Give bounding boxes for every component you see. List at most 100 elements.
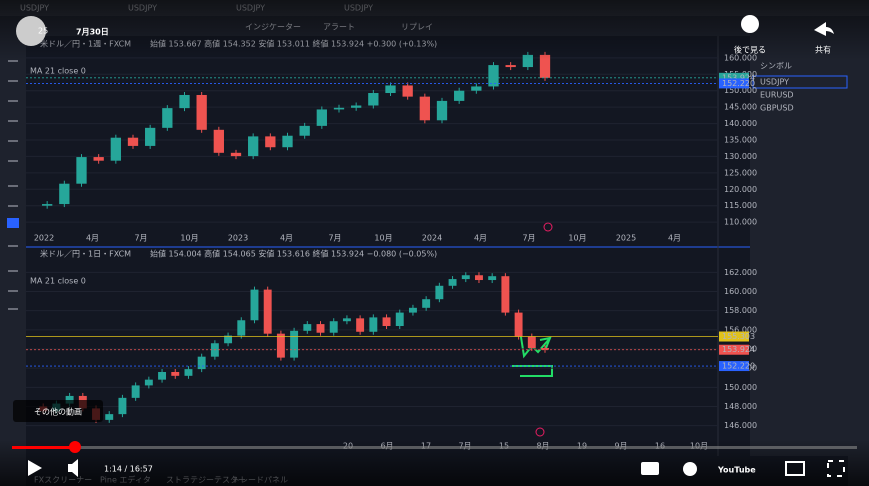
y-tick-label: 148.000	[724, 402, 757, 411]
cast-button[interactable]	[785, 461, 805, 476]
watch-later-icon[interactable]	[741, 15, 759, 33]
candle	[213, 129, 224, 153]
candle	[224, 335, 233, 344]
progress-track[interactable]	[12, 446, 857, 449]
candle	[522, 54, 533, 68]
candle	[369, 317, 378, 332]
price-tag-label: 152.220	[722, 79, 755, 88]
candle	[110, 137, 121, 161]
ma-legend: MA 21 close 0	[30, 67, 86, 76]
candle	[488, 65, 499, 87]
progress-handle[interactable]	[69, 441, 81, 453]
price-tag	[719, 72, 749, 83]
watch-later[interactable]: 後で見る	[734, 45, 766, 55]
selected-row	[752, 75, 848, 89]
candle	[408, 307, 417, 313]
candle	[356, 318, 365, 332]
price-tag-label: 152.220	[722, 362, 755, 371]
watchlist-symbol[interactable]: USDJPY	[760, 78, 789, 87]
watchlist-symbol[interactable]: EURUSD	[760, 91, 794, 100]
candle	[76, 157, 87, 184]
price-tag	[719, 331, 749, 342]
ohlc: 始値 154.004 高値 154.065 安値 153.616 終値 153.…	[150, 249, 437, 259]
candle	[333, 107, 345, 110]
volume-button[interactable]	[68, 459, 78, 477]
x-tick-label: 7月	[134, 234, 147, 243]
candle	[127, 137, 139, 146]
candle	[402, 85, 413, 97]
candle	[158, 371, 167, 380]
candle	[385, 85, 396, 94]
progress-played	[12, 446, 75, 449]
candle	[527, 336, 536, 349]
y-tick-label: 115.000	[724, 201, 757, 210]
fullscreen-button[interactable]	[827, 460, 845, 477]
price-tag	[719, 78, 749, 89]
candle	[282, 135, 293, 148]
candle	[471, 86, 482, 91]
candle	[250, 289, 259, 321]
x-tick-label: 4月	[474, 234, 487, 243]
candle	[461, 275, 470, 280]
x-tick-label: 7月	[522, 234, 535, 243]
play-button[interactable]	[28, 460, 42, 476]
y-tick-label: 120.000	[724, 185, 757, 194]
youtube-logo[interactable]: YouTube	[717, 466, 756, 475]
top-shade	[0, 0, 869, 60]
price-tag-label: 155.303	[722, 332, 755, 341]
candle	[65, 395, 74, 404]
price-tag	[719, 344, 749, 355]
candle	[299, 125, 310, 136]
candle	[237, 320, 246, 336]
candle	[59, 183, 70, 205]
watchlist: シンボル	[760, 62, 792, 71]
candle	[316, 109, 327, 126]
settings-button[interactable]	[683, 462, 697, 476]
more-videos[interactable]: その他の動画	[34, 407, 82, 417]
price-tag-label: 153.924	[722, 73, 755, 82]
candle	[422, 299, 431, 308]
watchlist-symbol[interactable]: GBPUSD	[760, 104, 794, 113]
candle	[329, 321, 338, 333]
candle	[248, 136, 259, 157]
event-icon	[535, 427, 545, 437]
candle	[488, 276, 497, 281]
channel-avatar[interactable]	[16, 16, 46, 46]
x-tick-label: 4月	[86, 234, 99, 243]
x-tick-label: 2022	[34, 234, 54, 243]
x-tick-label: 4月	[280, 234, 293, 243]
avatar-badge: 25	[38, 27, 48, 36]
y-tick-label: 110.000	[724, 218, 757, 227]
x-tick-label: 2023	[228, 234, 248, 243]
candle	[539, 54, 551, 78]
more-videos-box[interactable]	[13, 400, 103, 422]
share[interactable]: 共有	[815, 45, 831, 55]
video-title[interactable]: 7月30日	[76, 28, 109, 37]
candle	[419, 96, 430, 121]
left-icons	[7, 60, 19, 310]
y-tick-label: 125.000	[724, 168, 757, 177]
candle	[351, 105, 362, 108]
candle	[316, 324, 325, 333]
candle	[265, 136, 276, 148]
x-tick-label: 10月	[374, 234, 392, 243]
time: 1:14 / 16:57	[104, 465, 153, 474]
candle	[131, 385, 140, 398]
candle	[514, 312, 523, 337]
share-icon[interactable]	[814, 22, 834, 36]
candle	[197, 356, 206, 370]
candle	[475, 275, 483, 281]
candle	[276, 333, 285, 358]
candle	[42, 204, 53, 206]
candle	[435, 285, 444, 300]
y-tick-label: 135.000	[724, 136, 757, 145]
candle	[162, 108, 173, 128]
x-tick-label: 7月	[328, 234, 341, 243]
candle	[184, 369, 193, 376]
price-tag-label: 153.924	[722, 345, 755, 354]
x-tick-label: 2025	[616, 234, 636, 243]
y-tick-label: 150.000	[724, 86, 757, 95]
x-tick-label: 4月	[668, 234, 681, 243]
subtitles-button[interactable]	[641, 462, 659, 475]
watchlist-panel	[750, 36, 848, 456]
